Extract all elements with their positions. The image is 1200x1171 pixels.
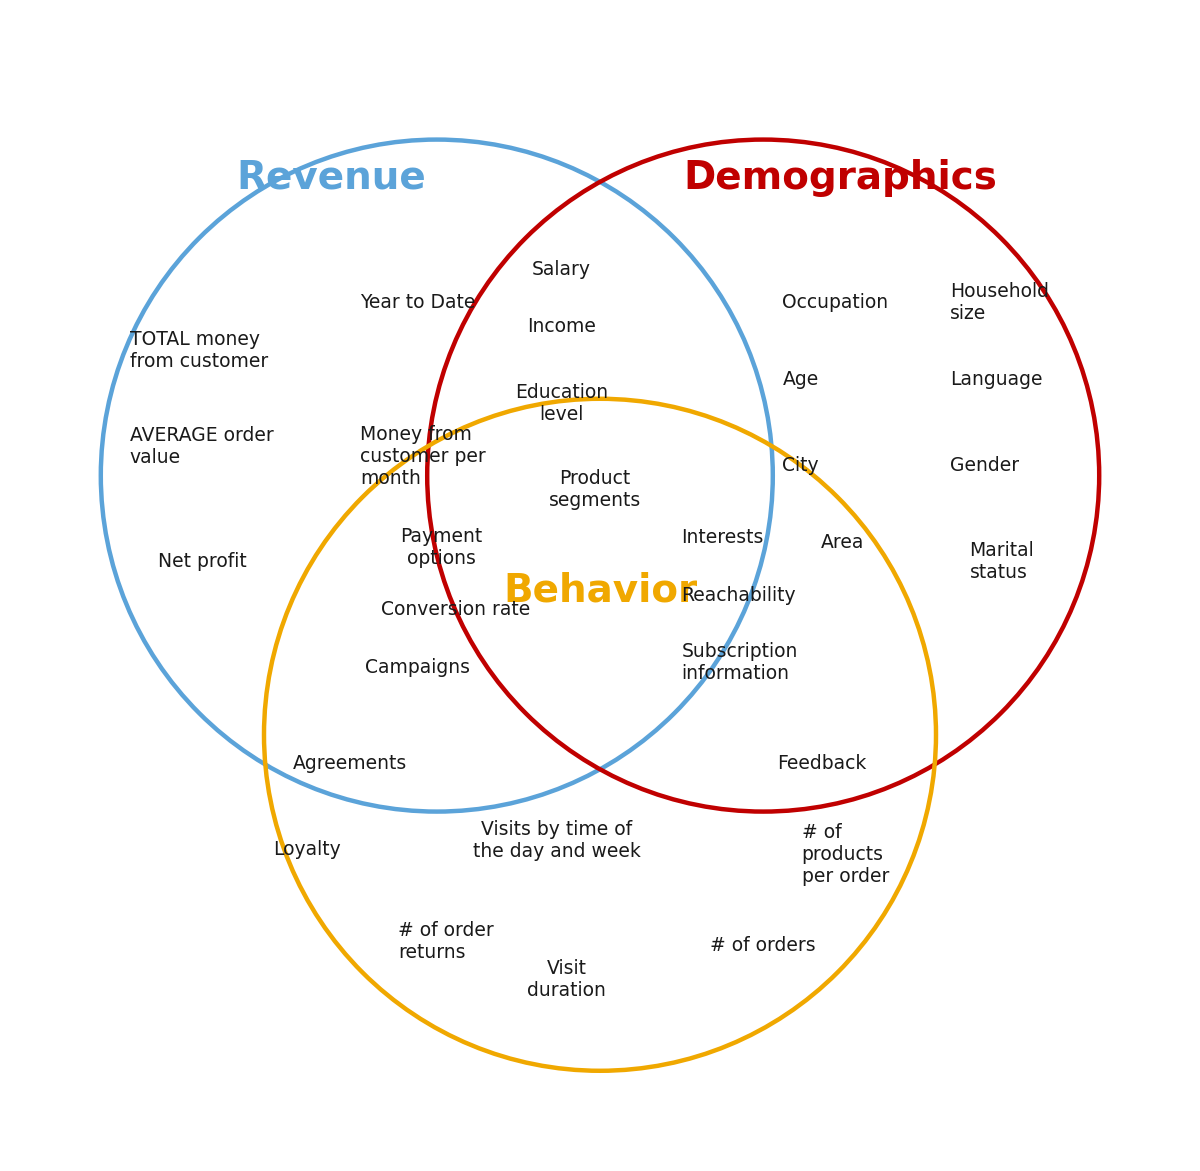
Text: Age: Age [782,370,818,389]
Text: # of order
returns: # of order returns [398,920,494,961]
Text: Occupation: Occupation [782,293,888,313]
Text: Household
size: Household size [950,282,1050,323]
Text: Subscription
information: Subscription information [682,642,798,684]
Text: Marital
status: Marital status [970,541,1034,582]
Text: Visits by time of
the day and week: Visits by time of the day and week [473,820,641,861]
Text: Money from
customer per
month: Money from customer per month [360,425,486,488]
Text: AVERAGE order
value: AVERAGE order value [130,426,274,467]
Text: Agreements: Agreements [293,754,407,773]
Text: Year to Date: Year to Date [360,293,475,313]
Text: Reachability: Reachability [682,586,797,605]
Text: City: City [782,457,820,475]
Text: Education
level: Education level [515,383,608,424]
Text: Income: Income [527,317,596,336]
Text: Behavior: Behavior [503,571,697,610]
Text: Product
segments: Product segments [550,470,641,511]
Text: Gender: Gender [950,457,1020,475]
Text: Language: Language [950,370,1043,389]
Text: Conversion rate: Conversion rate [382,601,530,619]
Text: TOTAL money
from customer: TOTAL money from customer [130,330,268,371]
Text: Salary: Salary [532,260,592,279]
Text: # of orders: # of orders [710,937,816,956]
Text: Loyalty: Loyalty [274,841,341,860]
Text: Interests: Interests [682,528,764,548]
Text: Feedback: Feedback [778,754,866,773]
Text: Visit
duration: Visit duration [527,959,606,1000]
Text: Revenue: Revenue [236,159,426,197]
Text: Area: Area [821,533,864,553]
Text: # of
products
per order: # of products per order [802,823,889,886]
Text: Payment
options: Payment options [401,527,482,568]
Text: Net profit: Net profit [158,553,247,571]
Text: Campaigns: Campaigns [365,658,470,677]
Text: Demographics: Demographics [683,159,997,197]
